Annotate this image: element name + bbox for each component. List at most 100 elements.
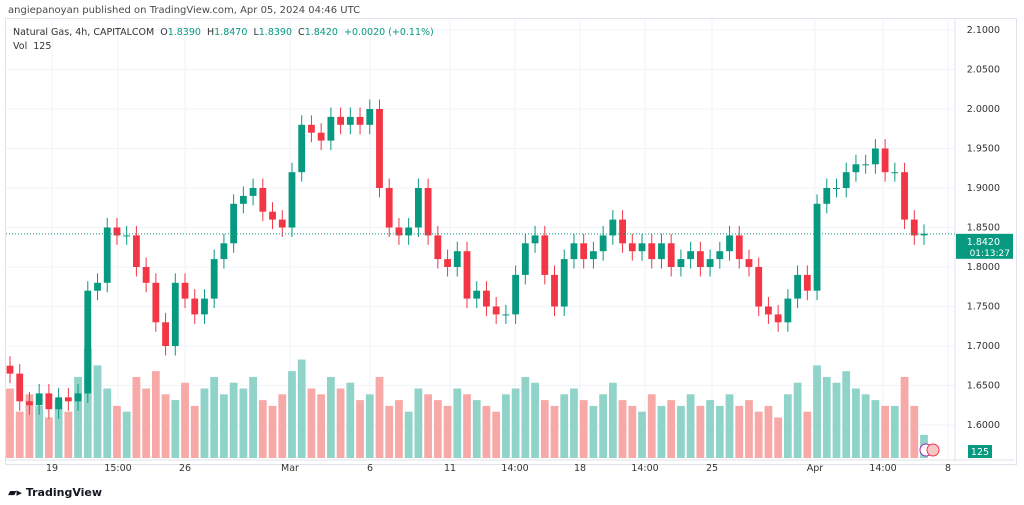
change-value: +0.0020 (+0.11%) — [343, 27, 434, 38]
volume-bar — [278, 394, 287, 458]
low-label: L — [253, 27, 259, 38]
candle-body — [687, 251, 695, 260]
candle-body — [881, 148, 889, 173]
volume-bar — [599, 394, 608, 458]
volume-bar — [482, 405, 491, 458]
candle-body — [239, 195, 247, 204]
symbol-label: Natural Gas, 4h, CAPITALCOM — [13, 27, 155, 38]
candle-body — [648, 243, 656, 260]
volume-badge — [968, 445, 992, 458]
candle-body — [162, 322, 169, 346]
candle-body — [181, 282, 189, 299]
candle-body — [16, 373, 24, 402]
current-price-badge — [956, 233, 1013, 259]
candle-body — [201, 298, 208, 315]
candle-body — [755, 267, 763, 307]
logo-text: TradingView — [25, 486, 103, 499]
volume-bar — [45, 417, 53, 458]
volume-bar — [288, 371, 296, 458]
us-flag-event-icon — [926, 443, 940, 457]
candle-body — [230, 203, 238, 244]
volume-bar — [774, 417, 783, 458]
candle-body — [142, 267, 150, 283]
volume-bar — [35, 405, 44, 458]
candle-body — [366, 109, 374, 125]
candle-body — [463, 251, 471, 299]
candle-body — [74, 393, 82, 402]
volume-bar — [54, 400, 63, 458]
volume-bar — [570, 388, 578, 458]
candle-body — [171, 282, 179, 346]
candle-body — [483, 290, 490, 307]
candle-body — [541, 235, 549, 275]
volume-bar — [745, 400, 753, 458]
candle-body — [551, 274, 558, 307]
volume-bar — [268, 405, 277, 458]
volume-bar — [608, 382, 617, 458]
candle-body — [512, 274, 520, 315]
candle-body — [599, 235, 607, 252]
volume-bar — [385, 405, 394, 458]
candle-body — [910, 219, 918, 236]
candle-body — [6, 365, 14, 374]
x-tick-label: 25 — [706, 463, 718, 474]
volume-bar — [511, 388, 520, 458]
volume-bar — [15, 411, 24, 458]
volume-bar — [190, 405, 199, 458]
volume-bar — [715, 405, 724, 458]
candle-body — [123, 235, 131, 237]
candle-body — [434, 235, 442, 260]
candle-body — [570, 243, 578, 260]
candle-body — [667, 243, 675, 267]
candle-body — [580, 243, 588, 260]
volume-bar — [764, 405, 773, 458]
candle-body — [210, 259, 218, 299]
volume-bar — [239, 388, 248, 458]
volume-bar — [793, 382, 802, 458]
volume-bar — [317, 394, 326, 458]
candle-body — [842, 172, 850, 188]
volume-bar — [686, 394, 695, 458]
open-value: 1.8390 — [167, 27, 201, 38]
candle-body — [492, 306, 500, 315]
candle-body — [590, 251, 597, 260]
tv-logo-icon: ▰▸ — [8, 486, 22, 499]
chart-frame[interactable] — [5, 18, 1017, 465]
x-tick-label: 14:00 — [501, 463, 528, 474]
candle-body — [862, 164, 870, 166]
volume-bar — [200, 388, 209, 458]
candle-body — [453, 251, 461, 267]
candle-body — [26, 401, 33, 406]
candle-body — [405, 227, 413, 236]
tradingview-logo[interactable]: ▰▸ TradingView — [8, 486, 102, 499]
candle-body — [901, 172, 908, 220]
candle-body — [502, 314, 510, 316]
volume-bar — [540, 400, 549, 458]
candle-body — [813, 203, 821, 291]
candle-body — [784, 298, 792, 323]
candle-body — [852, 164, 860, 173]
candle-body — [531, 235, 539, 244]
candle-body — [395, 227, 403, 236]
volume-bar — [414, 388, 423, 458]
candle-body — [677, 259, 685, 267]
candle-body — [735, 235, 743, 260]
y-tick-label: 1.7000 — [967, 341, 1000, 352]
x-tick-label: 8 — [945, 463, 951, 474]
volume-bar — [832, 382, 841, 458]
candle-body — [726, 235, 733, 252]
volume-bar — [6, 388, 14, 458]
volume-bar — [297, 359, 306, 458]
volume-bar — [502, 394, 510, 458]
candle-body — [414, 188, 422, 228]
volume-bar — [579, 400, 588, 458]
current-price-label: 1.8420 — [967, 237, 1000, 248]
candle-body — [133, 235, 140, 267]
volume-bar — [210, 376, 219, 458]
volume-bar — [424, 394, 432, 458]
volume-bar — [181, 382, 189, 458]
candle-body — [356, 116, 364, 125]
volume-bar — [871, 400, 880, 458]
candle-body — [560, 259, 568, 307]
